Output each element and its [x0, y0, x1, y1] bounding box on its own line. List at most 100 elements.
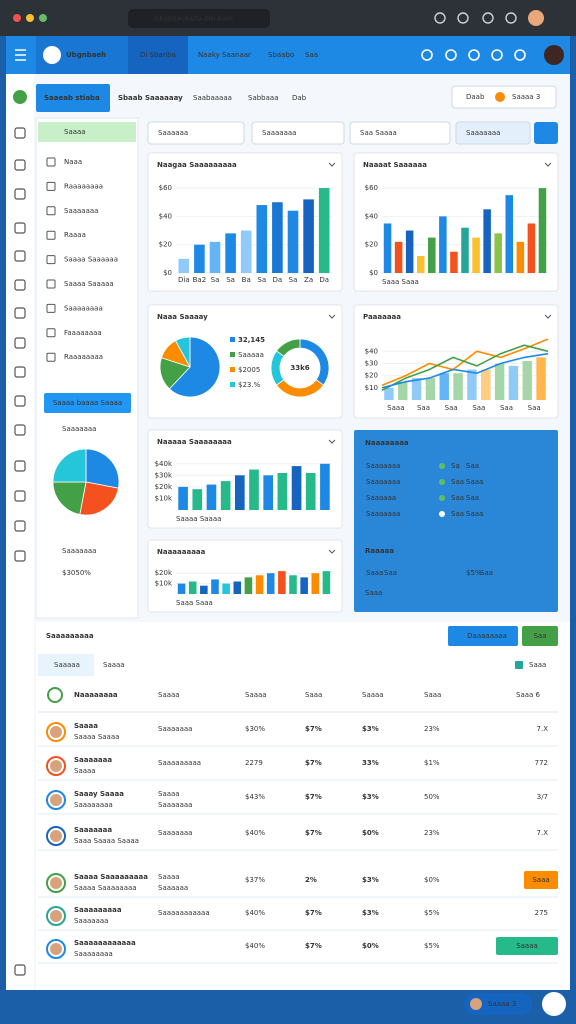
rail-icon[interactable]	[14, 159, 26, 171]
donut-center: 33k6	[290, 364, 309, 372]
row-link[interactable]: Saaaaaaa	[158, 829, 192, 837]
tab[interactable]: Saaeab stiaba	[44, 94, 100, 102]
nav-link[interactable]: Di Sbanba	[140, 51, 176, 59]
user-avatar[interactable]	[544, 45, 564, 65]
header-icon[interactable]	[491, 49, 503, 61]
filter-item[interactable]: Saaaa Saaaaaa	[64, 256, 118, 264]
filter-item[interactable]: Faaaaaaaa	[64, 329, 102, 337]
tab[interactable]: Sabbaaa	[248, 94, 279, 102]
rail-icon[interactable]	[14, 424, 26, 436]
url-text[interactable]: Gbepsachalta.blb.bam	[154, 15, 233, 23]
rail-icon[interactable]	[14, 520, 26, 532]
tab[interactable]: Dab	[292, 94, 307, 102]
summary-dot	[439, 511, 445, 517]
row-link[interactable]: Saaaa	[158, 873, 180, 881]
table-tab-active[interactable]	[38, 654, 94, 676]
brand-name: Ubgnbaeh	[66, 51, 106, 59]
row-link[interactable]: Saaaaaaaaaaa	[158, 909, 210, 917]
filter-item[interactable]: Saaaaaaa	[64, 207, 98, 215]
bar	[538, 188, 547, 273]
filter-item[interactable]: Raaaa	[64, 231, 86, 239]
rail-icon[interactable]	[14, 127, 26, 139]
header-icon[interactable]	[445, 49, 457, 61]
browser-icon[interactable]	[457, 12, 469, 24]
profile-avatar[interactable]	[528, 10, 544, 26]
bar	[177, 583, 186, 594]
table-button[interactable]	[448, 626, 518, 646]
rail-icon[interactable]	[14, 250, 26, 262]
table-tab[interactable]: Saaaaa	[54, 661, 80, 669]
row-cell: $0%	[362, 942, 379, 950]
footer-pill[interactable]	[464, 993, 532, 1015]
row-avatar-face	[50, 794, 62, 806]
rail-icon[interactable]	[14, 222, 26, 234]
chat-button[interactable]	[542, 992, 566, 1016]
card-menu[interactable]	[544, 314, 552, 319]
filter-item[interactable]: Saaaaaaaa	[64, 304, 103, 312]
filter-item[interactable]: Naaa	[64, 158, 82, 166]
filter-apply[interactable]	[534, 122, 558, 144]
rail-icon[interactable]	[14, 460, 26, 472]
row-cell: $1%	[424, 759, 440, 767]
header-icon[interactable]	[514, 49, 526, 61]
filter-select[interactable]	[349, 121, 451, 145]
nav-link[interactable]: Sbaabo	[268, 51, 294, 59]
card-menu[interactable]	[544, 162, 552, 167]
row-sub: Saaa Saaaa Saaaa	[74, 837, 139, 845]
card-menu[interactable]	[328, 162, 336, 167]
tab[interactable]: Saabaaaaa	[193, 94, 232, 102]
filter-item[interactable]: Raaaaaaaa	[64, 182, 103, 190]
x-tick-label: Saa	[445, 404, 458, 412]
card-menu[interactable]	[328, 439, 336, 444]
rail-icon[interactable]	[14, 337, 26, 349]
rail-icon[interactable]	[14, 366, 26, 378]
table-tab[interactable]: Saaaa	[103, 661, 125, 669]
sidebar-pie-title: Saaaaaaa	[62, 425, 96, 433]
table-filter[interactable]: Saaa	[529, 661, 546, 669]
card-menu[interactable]	[328, 314, 336, 319]
filter-select[interactable]	[455, 121, 531, 145]
nav-link[interactable]: Naaky Saanaar	[198, 51, 251, 59]
rail-icon[interactable]	[14, 964, 26, 976]
filter-select[interactable]	[251, 121, 345, 145]
toolbar-item[interactable]: Saaaa 3	[512, 93, 540, 101]
row-cell: 2279	[245, 759, 263, 767]
toolbar-item[interactable]: Daab	[466, 93, 485, 101]
rail-icon[interactable]	[14, 307, 26, 319]
rail-icon[interactable]	[14, 279, 26, 291]
table-button[interactable]	[522, 626, 558, 646]
row-link[interactable]: Saaaa	[158, 790, 180, 798]
nav-link[interactable]: Saa	[305, 51, 318, 59]
row-link[interactable]: Saaaaaaaaa	[158, 759, 201, 767]
summary-subtitle: Raaaaa	[365, 547, 394, 555]
row-action[interactable]	[524, 871, 558, 889]
x-tick-label: Sa	[257, 276, 266, 284]
rail-icon[interactable]	[14, 395, 26, 407]
chart-title: Naaaaaaaaa	[157, 548, 206, 556]
rail-icon[interactable]	[14, 550, 26, 562]
filter-select[interactable]	[147, 121, 245, 145]
url-box[interactable]	[128, 9, 270, 28]
row-end: 772	[535, 759, 548, 767]
browser-icon[interactable]	[434, 12, 446, 24]
rail-icon[interactable]	[14, 188, 26, 200]
row-action[interactable]	[496, 937, 558, 955]
browser-icon[interactable]	[482, 12, 494, 24]
tab[interactable]: Sbaab Saaaaaay	[118, 94, 183, 102]
pie-slice	[79, 481, 119, 516]
rail-home[interactable]	[13, 90, 27, 104]
bar	[322, 571, 331, 594]
filter-item[interactable]: Saaaa Saaaaa	[64, 280, 114, 288]
bar	[305, 473, 316, 510]
tab-active[interactable]	[36, 84, 110, 112]
x-tick-label: Sa	[289, 276, 298, 284]
browser-icon[interactable]	[505, 12, 517, 24]
header-icon[interactable]	[468, 49, 480, 61]
rail-icon[interactable]	[14, 490, 26, 502]
card-menu[interactable]	[328, 549, 336, 554]
filter-item[interactable]: Raaaaaaaa	[64, 353, 103, 361]
row-link[interactable]: Saaaaaaa	[158, 725, 192, 733]
header-icon[interactable]	[421, 49, 433, 61]
filter-heading[interactable]	[38, 122, 136, 142]
sidebar-button[interactable]	[44, 393, 131, 413]
